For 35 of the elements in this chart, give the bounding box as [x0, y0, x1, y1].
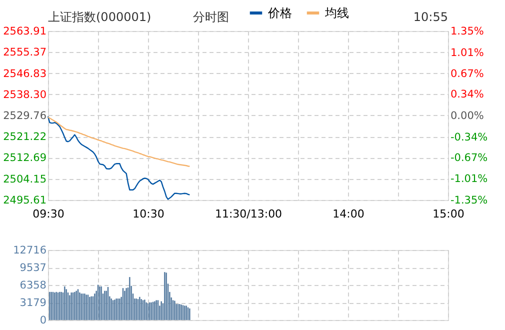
x-tick-label: 14:00: [332, 208, 364, 220]
x-tick-label: 10:30: [132, 208, 164, 220]
y-tick-label: 2538.30: [3, 88, 46, 101]
line-series: [47, 116, 190, 200]
x-tick-label: 11:30/13:00: [214, 208, 282, 220]
y2-tick-label: -0.34%: [450, 131, 488, 144]
x-tick-label: 09:30: [32, 208, 64, 220]
y-tick-label: 0: [40, 314, 46, 326]
y2-tick-label: 0.34%: [450, 88, 484, 101]
y-tick-label: 2555.37: [3, 46, 46, 59]
y-tick-label: 2512.69: [3, 152, 46, 164]
y-tick-label: 12716: [13, 244, 47, 256]
x-tick-label: 15:00: [432, 208, 464, 220]
line-series: [47, 116, 190, 167]
chart-title: 上证指数(000001): [48, 10, 152, 24]
legend-label: 均线: [324, 6, 349, 20]
y2-tick-label: -0.67%: [450, 152, 488, 164]
y2-tick-label: 0.67%: [450, 68, 484, 80]
y-tick-label: 2521.22: [3, 131, 46, 144]
y-tick-label: 2504.15: [3, 173, 46, 186]
y2-tick-label: -1.35%: [450, 194, 488, 206]
y2-tick-label: -1.01%: [450, 173, 488, 186]
y2-tick-label: 1.01%: [450, 46, 484, 59]
y-tick-label: 2546.83: [3, 68, 46, 80]
text: 10:55: [413, 10, 448, 24]
y2-tick-label: 0.00%: [450, 110, 484, 122]
chart-subtitle: 分时图: [193, 10, 229, 24]
y-tick-label: 2563.91: [3, 26, 46, 38]
y-tick-label: 2495.61: [3, 194, 46, 206]
y-tick-label: 2529.76: [3, 110, 47, 122]
legend-label: 价格: [267, 6, 292, 20]
y-tick-label: 6358: [20, 280, 46, 292]
y-tick-label: 3179: [20, 297, 46, 309]
y-tick-label: 9537: [20, 262, 46, 274]
y2-tick-label: 1.35%: [450, 26, 484, 38]
